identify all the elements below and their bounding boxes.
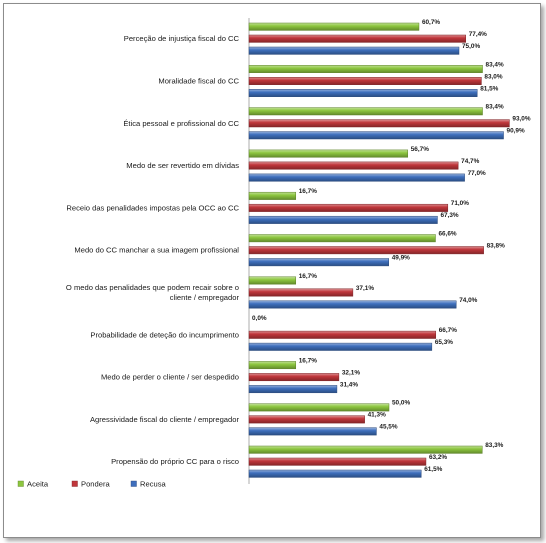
data-label: 74,7%: [461, 158, 479, 165]
category-label: Agressividade fiscal do cliente / empreg…: [90, 415, 239, 424]
data-label: 74,0%: [459, 297, 477, 304]
legend-label-pondera: Pondera: [81, 480, 110, 489]
bar-pondera: [248, 415, 365, 424]
data-label: 37,1%: [356, 285, 374, 292]
bar-aceita: [248, 191, 297, 200]
data-label: 49,9%: [392, 255, 410, 262]
bar-recusa: [248, 385, 338, 394]
data-label: 67,3%: [440, 212, 458, 219]
category-label: Medo de perder o cliente / ser despedido: [101, 373, 239, 382]
category-label: Moralidade fiscal do CC: [158, 77, 239, 86]
bar-aceita: [248, 403, 390, 412]
bar-pondera: [248, 373, 340, 382]
bar-recusa: [248, 342, 433, 351]
bar-recusa: [248, 173, 465, 182]
data-label: 77,0%: [468, 170, 486, 177]
category-label: Medo do CC manchar a sua imagem profissi…: [74, 246, 239, 255]
data-label: 83,0%: [484, 73, 502, 80]
data-label: 83,4%: [486, 61, 504, 68]
category-label: Perceção de injustiça fiscal do CC: [124, 34, 240, 43]
bar-recusa: [248, 131, 504, 140]
category-label: Ética pessoal e profissional do CC: [123, 119, 239, 128]
data-label: 71,0%: [451, 200, 469, 207]
data-label: 50,0%: [392, 400, 410, 407]
data-label: 0,0%: [252, 315, 267, 322]
bar-recusa: [248, 258, 389, 267]
bar-pondera: [248, 288, 354, 297]
data-label: 45,5%: [379, 424, 397, 431]
bar-aceita: [248, 276, 297, 285]
data-label: 75,0%: [462, 43, 480, 50]
data-label: 66,6%: [438, 231, 456, 238]
bar-aceita: [248, 65, 483, 73]
data-label: 83,3%: [485, 442, 503, 449]
legend-swatch-recusa: [130, 480, 137, 487]
bar-pondera: [248, 330, 437, 339]
data-label: 16,7%: [299, 357, 317, 364]
bar-aceita: [248, 149, 409, 158]
data-label: 81,5%: [480, 85, 498, 92]
category-label: Receio das penalidades impostas pela OCC…: [66, 203, 239, 212]
data-label: 77,4%: [469, 31, 487, 38]
data-label: 61,5%: [424, 466, 442, 473]
bar-recusa: [248, 469, 422, 478]
data-label: 31,4%: [340, 381, 358, 388]
data-label: 66,7%: [439, 327, 457, 334]
category-label: Medo de ser revertido em dívidas: [126, 161, 239, 170]
legend-swatch-pondera: [71, 480, 78, 487]
data-label: 60,7%: [422, 19, 440, 26]
bar-recusa: [248, 427, 377, 436]
bar-aceita: [248, 445, 483, 454]
bar-aceita: [248, 234, 436, 243]
bar-pondera: [248, 34, 466, 43]
bar-recusa: [248, 46, 460, 55]
legend-swatch-aceita: [17, 480, 24, 487]
data-label: 90,9%: [507, 128, 525, 135]
legend-label-recusa: Recusa: [140, 480, 167, 489]
bar-recusa: [248, 89, 478, 97]
bar-pondera: [248, 119, 510, 128]
bar-aceita: [248, 361, 297, 370]
data-label: 83,4%: [486, 104, 504, 111]
data-label: 93,0%: [512, 116, 530, 123]
legend-label-aceita: Aceita: [27, 480, 49, 489]
bar-pondera: [248, 203, 449, 212]
category-label: Probabilidade de deteção do incumpriment…: [90, 330, 239, 339]
data-label: 65,3%: [435, 339, 453, 346]
bar-aceita: [248, 107, 483, 116]
bar-aceita: [248, 22, 420, 31]
data-label: 41,3%: [368, 412, 386, 419]
data-label: 16,7%: [299, 273, 317, 280]
category-label: Propensão do próprio CC para o risco: [111, 457, 239, 466]
bar-recusa: [248, 215, 438, 224]
bar-pondera: [248, 161, 459, 170]
data-label: 63,2%: [429, 454, 447, 461]
data-label: 16,7%: [299, 188, 317, 195]
data-label: 83,8%: [487, 243, 505, 250]
category-label: O medo das penalidades que podem recair …: [66, 283, 240, 302]
data-label: 32,1%: [342, 369, 360, 376]
bar-recusa: [248, 300, 457, 309]
bar-pondera: [248, 457, 427, 466]
bar-pondera: [248, 246, 484, 255]
data-label: 56,7%: [411, 146, 429, 153]
bar-pondera: [248, 77, 482, 85]
